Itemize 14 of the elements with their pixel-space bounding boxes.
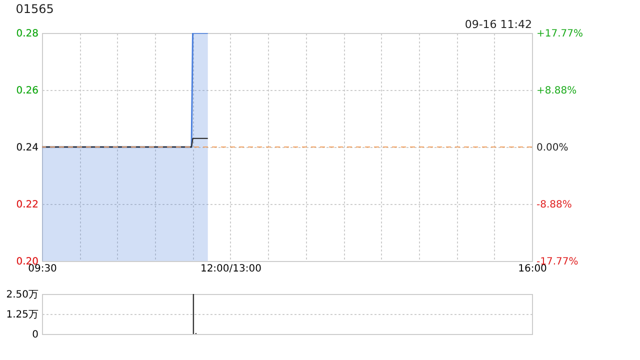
y-tick-label: 0	[32, 330, 38, 340]
y-tick-label: 0.24	[16, 142, 38, 154]
y-tick-label: 0.22	[16, 200, 38, 210]
text: 09-16 11:42	[464, 18, 532, 31]
y-tick-label: 2.50万	[6, 290, 38, 300]
y-tick-label: 0.26	[16, 86, 38, 96]
y2-tick-label: +8.88%	[536, 86, 577, 97]
y2-tick-label: -8.88%	[536, 199, 572, 210]
chart-title: 01565	[16, 2, 54, 16]
y-tick-label: 0.28	[16, 28, 38, 40]
x-tick-label: 12:00/13:00	[200, 264, 262, 274]
y2-tick-label: +17.77%	[536, 28, 584, 40]
y-tick-label: 1.25万	[6, 310, 38, 320]
y2-tick-label: 0.00%	[536, 142, 568, 154]
